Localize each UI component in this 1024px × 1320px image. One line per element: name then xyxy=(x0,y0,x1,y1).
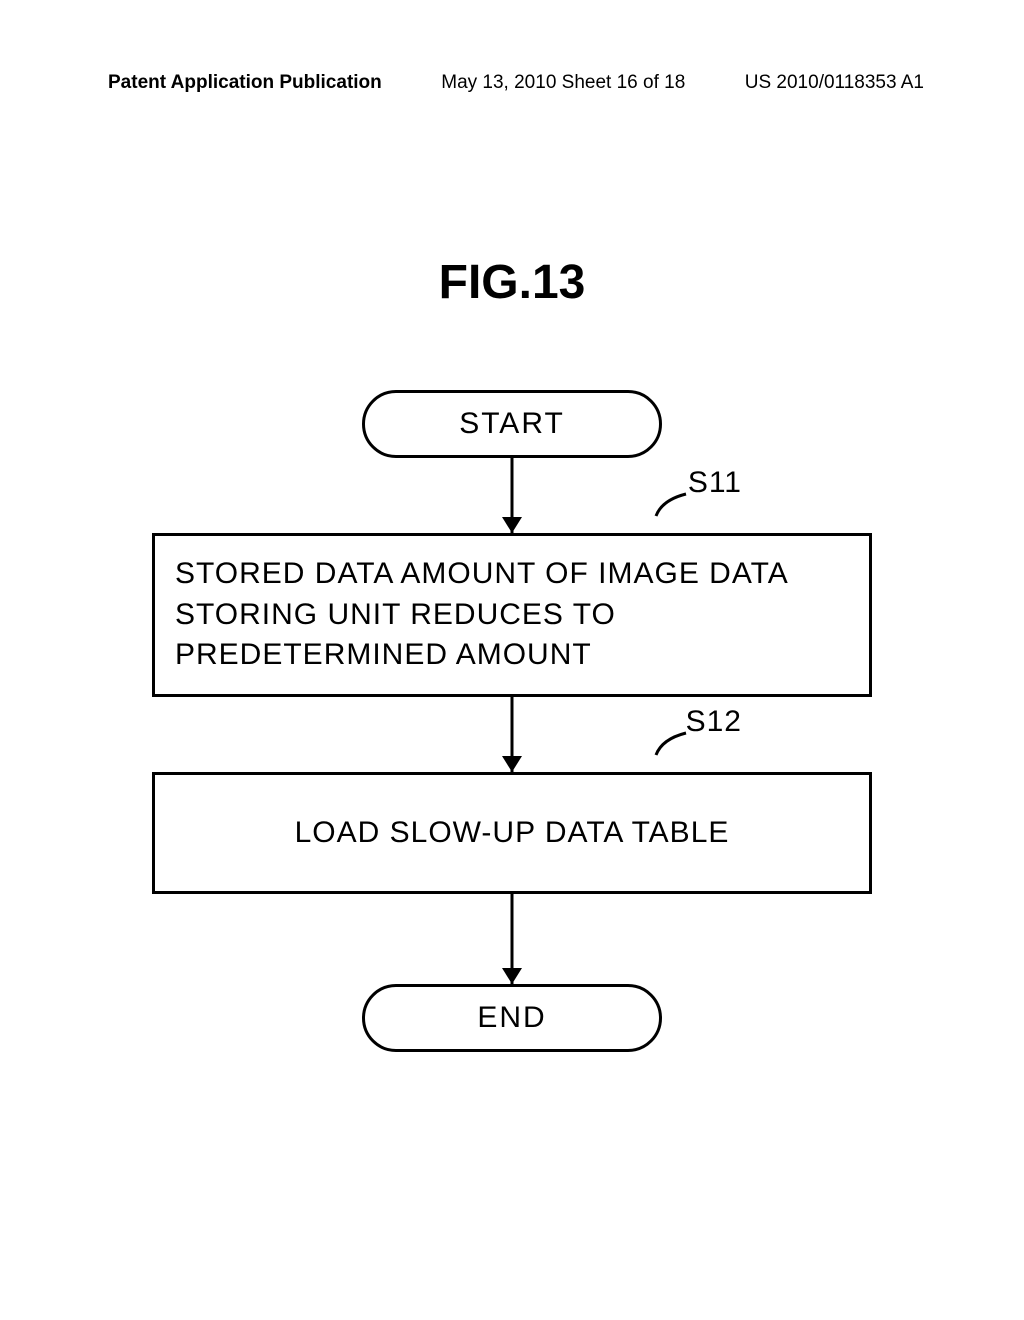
connector-s11-s12: S12 xyxy=(152,697,872,772)
step-label-s11: S11 xyxy=(688,466,742,500)
process-step-s11: STORED DATA AMOUNT OF IMAGE DATA STORING… xyxy=(152,533,872,697)
figure-title: FIG.13 xyxy=(439,255,586,310)
end-terminal: END xyxy=(362,984,662,1052)
arrow-head-icon xyxy=(502,756,522,772)
label-curve-icon xyxy=(654,488,694,518)
process-text-s12: LOAD SLOW-UP DATA TABLE xyxy=(295,816,730,849)
arrow-head-icon xyxy=(502,517,522,533)
label-curve-icon xyxy=(654,727,694,757)
step-label-s12: S12 xyxy=(686,705,742,739)
connector-s12-end xyxy=(152,894,872,984)
end-label: END xyxy=(477,1001,546,1035)
header-date-sheet: May 13, 2010 Sheet 16 of 18 xyxy=(441,72,685,94)
page-header: Patent Application Publication May 13, 2… xyxy=(0,72,1024,94)
connector-start-s11: S11 xyxy=(152,458,872,533)
header-publication: Patent Application Publication xyxy=(108,72,382,94)
arrow-head-icon xyxy=(502,968,522,984)
process-text-s11: STORED DATA AMOUNT OF IMAGE DATA STORING… xyxy=(175,557,787,671)
header-patent-number: US 2010/0118353 A1 xyxy=(745,72,924,94)
process-step-s12: LOAD SLOW-UP DATA TABLE xyxy=(152,772,872,895)
flowchart-container: START S11 STORED DATA AMOUNT OF IMAGE DA… xyxy=(152,390,872,1052)
start-label: START xyxy=(459,407,565,441)
start-terminal: START xyxy=(362,390,662,458)
